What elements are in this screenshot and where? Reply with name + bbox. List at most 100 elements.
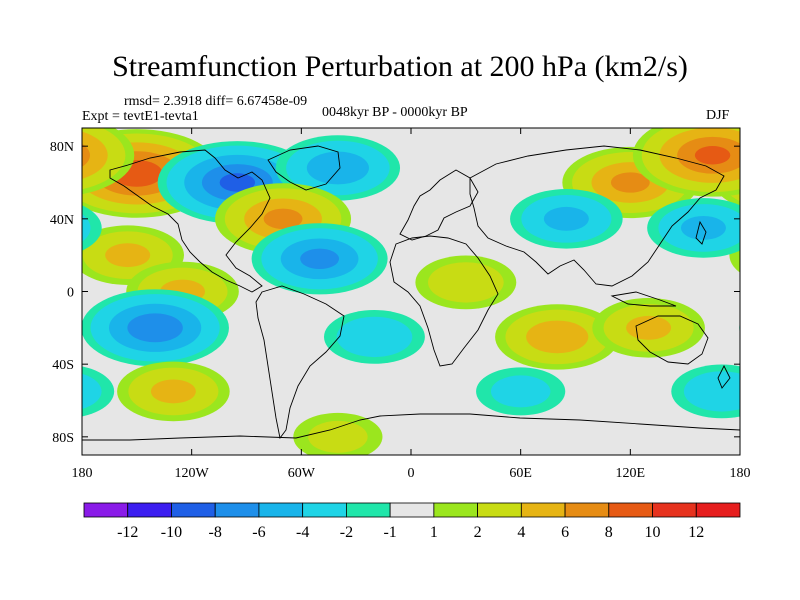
anomaly-contour (336, 316, 413, 358)
coast-africa (389, 235, 499, 367)
anomaly-15 (415, 255, 517, 310)
x-tick-label: 60E (509, 466, 532, 481)
anomaly-contour (82, 143, 90, 167)
colorbar-label: -1 (383, 524, 396, 541)
coast-europe (399, 169, 479, 241)
anomaly-9 (117, 361, 230, 422)
anomaly-7 (82, 289, 740, 367)
anomaly-contour (308, 420, 368, 453)
coast-asia (469, 145, 725, 287)
y-axis: 80N 40N 0 40S 80S (50, 140, 740, 446)
colorbar-box (433, 502, 479, 518)
anomaly-18 (82, 364, 740, 419)
colorbar-label: 1 (430, 524, 438, 541)
x-tick-label: 180 (730, 466, 751, 481)
coast-new-zealand (717, 364, 731, 389)
colorbar-box (214, 502, 260, 518)
anomaly-contour (427, 262, 504, 303)
colorbar-labels: -12 -10 -8 -6 -4 -2 -1 1 2 4 6 8 10 12 (117, 524, 704, 541)
colorbar-label: 8 (605, 524, 613, 541)
stats-subtitle: rmsd= 2.3918 diff= 6.67458e-09 (124, 94, 308, 109)
y-tick-label: 40N (50, 213, 74, 228)
anomaly-13 (510, 189, 623, 249)
anomaly-8 (323, 310, 425, 364)
colorbar-label: 12 (688, 524, 704, 541)
colorbar-box (302, 502, 347, 518)
coast-antarctica (82, 413, 740, 441)
anomaly-16 (495, 304, 620, 370)
colorbar-label: -2 (340, 524, 353, 541)
period-subtitle: 0048kyr BP - 0000kyr BP (322, 105, 468, 120)
season-subtitle: DJF (706, 108, 730, 123)
anomaly-contour (105, 243, 151, 268)
colorbar-label: 6 (561, 524, 569, 541)
anomaly-contour (82, 205, 102, 251)
coast-greenland (267, 145, 341, 191)
colorbar-box (652, 502, 697, 518)
x-axis: 180 120W 60W 0 60E 120E 180 (72, 128, 751, 481)
coast-indonesia (610, 291, 677, 307)
colorbar-box (171, 502, 216, 518)
colorbar-box (345, 502, 391, 518)
anomaly-contour (82, 373, 102, 410)
anomaly-12 (82, 128, 740, 197)
anomaly-4 (251, 223, 388, 295)
y-tick-label: 80S (52, 431, 74, 446)
colorbar-label: 10 (645, 524, 661, 541)
x-tick-label: 60W (288, 466, 316, 481)
anomaly-contour (683, 371, 740, 412)
anomaly-contour (543, 206, 589, 231)
anomaly-14 (82, 198, 740, 258)
anomaly-19 (476, 367, 566, 416)
coast-south-america (255, 285, 345, 440)
anomaly-contour (300, 248, 340, 269)
field-layer (82, 128, 740, 455)
colorbar-label: 2 (474, 524, 482, 541)
anomaly-10 (293, 412, 383, 455)
x-tick-label: 180 (72, 466, 93, 481)
colorbar-box (695, 502, 741, 518)
colorbar-box (608, 502, 653, 518)
anomaly-contour (82, 131, 108, 179)
x-tick-label: 120E (616, 466, 646, 481)
colorbar-boxes (83, 502, 741, 518)
colorbar-box (564, 502, 610, 518)
colorbar-box (477, 502, 522, 518)
colorbar-box (520, 502, 566, 518)
y-tick-label: 0 (67, 286, 74, 301)
anomaly-contour (150, 379, 196, 404)
anomaly-17 (592, 298, 705, 358)
chart-title: Streamfunction Perturbation at 200 hPa (… (112, 50, 688, 83)
colorbar-label: -4 (296, 524, 309, 541)
colorbar-box (127, 502, 172, 518)
y-tick-label: 80N (50, 140, 74, 155)
anomaly-contour (306, 151, 369, 185)
anomaly-contour (490, 375, 551, 408)
x-tick-label: 120W (175, 466, 210, 481)
colorbar-box (258, 502, 304, 518)
anomaly-2 (275, 135, 401, 201)
anomaly-contour (263, 208, 303, 230)
anomaly-contour (219, 173, 256, 192)
colorbar-box (83, 502, 129, 518)
coast-north-america (109, 149, 271, 293)
experiment-subtitle: Expt = tevtE1-tevta1 (82, 109, 199, 124)
anomaly-contour (526, 320, 589, 354)
colorbar-label: -10 (161, 524, 182, 541)
colorbar-label: 4 (517, 524, 525, 541)
coastline-layer (82, 145, 740, 441)
y-tick-label: 40S (52, 358, 74, 373)
coast-japan (695, 220, 707, 245)
anomaly-contour (127, 313, 183, 343)
anomaly-contour (82, 214, 91, 242)
colorbar-box (389, 502, 435, 518)
colorbar-label: -6 (252, 524, 265, 541)
coast-australia (635, 315, 709, 365)
x-tick-label: 0 (408, 466, 415, 481)
colorbar-label: -8 (209, 524, 222, 541)
anomaly-contour (610, 172, 650, 193)
colorbar-label: -12 (117, 524, 138, 541)
anomaly-contour (694, 146, 731, 165)
